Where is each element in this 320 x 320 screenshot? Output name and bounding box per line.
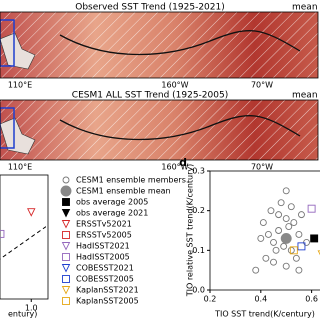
point — [303, 238, 310, 246]
point — [275, 227, 283, 234]
identity-line — [0, 226, 46, 260]
point — [257, 234, 265, 242]
legend-label: CESM1 ensemble mean — [76, 187, 171, 196]
contour — [59, 30, 301, 56]
y-tick-label: 0.3 — [192, 167, 205, 176]
map-annotation: mean = — [292, 3, 320, 13]
land — [0, 117, 36, 155]
legend-label: COBESST2005 — [76, 275, 134, 284]
legend-marker — [61, 220, 71, 229]
map-title: CESM1 ALL SST Trend (1925-2005) — [72, 91, 228, 101]
point — [252, 266, 260, 274]
lon-label: 70°W — [251, 163, 273, 172]
legend-marker — [61, 209, 71, 218]
point — [287, 203, 295, 211]
legend-label: KaplanSST2021 — [76, 286, 139, 295]
legend-marker — [62, 297, 70, 305]
map-hatch — [0, 12, 318, 78]
legend-label: CESM1 ensemble members — [76, 176, 186, 185]
point — [270, 258, 277, 266]
legend-marker — [61, 264, 71, 273]
x-tick-label: 0.4 — [254, 295, 267, 304]
legend-marker — [62, 176, 70, 184]
point — [295, 266, 303, 274]
plot-area — [0, 208, 46, 260]
point — [292, 254, 300, 262]
point — [282, 262, 290, 270]
legend-marker — [62, 198, 70, 206]
legend-label: KaplanSST2005 — [76, 297, 139, 306]
point — [270, 238, 277, 246]
y-tick-label: 0.0 — [192, 286, 205, 295]
region-box — [0, 107, 15, 149]
axes-frame — [209, 170, 320, 291]
point — [262, 254, 270, 262]
point — [307, 204, 316, 213]
region-box — [0, 19, 15, 67]
point — [264, 231, 272, 238]
lon-label: 160°W — [161, 163, 188, 172]
lon-label: 110°E — [8, 163, 32, 172]
lon-label: 160°W — [161, 81, 188, 90]
panel-label: d — [179, 156, 187, 169]
x-tick-label: 1.0 — [25, 304, 38, 313]
map-frame — [0, 99, 319, 161]
x-tick-label: 0.6 — [305, 295, 318, 304]
point — [280, 242, 288, 250]
point — [285, 223, 293, 230]
y-tick-label: 0.2 — [192, 206, 205, 215]
y-tick-label: 0.1 — [192, 246, 205, 255]
y-axis-label: TIO relative SST trend(K/century) — [186, 164, 195, 298]
point — [298, 211, 305, 219]
point — [282, 187, 290, 195]
legend-label: HadISST2021 — [76, 242, 130, 251]
legend-label: ERSSTv52021 — [76, 220, 132, 229]
legend-label: HadISST2005 — [76, 253, 130, 262]
point — [27, 208, 36, 217]
map-frame — [0, 11, 319, 79]
x-tick-label: 0.2 — [204, 295, 217, 304]
map-title: Observed SST Trend (1925-2021) — [75, 3, 225, 13]
point — [280, 232, 292, 244]
legend-marker — [62, 231, 70, 239]
legend-marker — [62, 253, 70, 261]
x-axis-label: entury) — [8, 310, 37, 319]
legend-label: ERSSTv52005 — [76, 231, 132, 240]
legend-label: COBESST2021 — [76, 264, 134, 273]
point — [259, 219, 267, 227]
point — [297, 242, 306, 251]
point — [272, 246, 280, 254]
point — [295, 231, 303, 238]
contour — [59, 115, 301, 141]
x-axis-label: TIO SST trend(K/century) — [214, 310, 315, 319]
point — [0, 229, 5, 238]
map-hatch — [0, 100, 318, 160]
legend-label: obs average 2021 — [76, 209, 148, 218]
legend-marker — [62, 275, 70, 283]
legend-marker — [61, 242, 71, 251]
point — [277, 199, 285, 207]
plot-area — [252, 187, 320, 274]
point — [282, 215, 290, 223]
lon-label: 110°E — [8, 81, 32, 90]
legend-marker — [60, 185, 72, 197]
point — [289, 246, 298, 255]
legend-marker — [61, 286, 71, 295]
legend-label: obs average 2005 — [76, 198, 148, 207]
land — [0, 32, 36, 70]
axes-frame — [0, 174, 49, 300]
point — [290, 219, 298, 227]
lon-label: 70°W — [251, 81, 273, 90]
point — [267, 207, 275, 215]
point — [275, 211, 283, 219]
point — [287, 246, 295, 254]
map-annotation: mean = — [292, 91, 320, 101]
point — [310, 234, 319, 243]
